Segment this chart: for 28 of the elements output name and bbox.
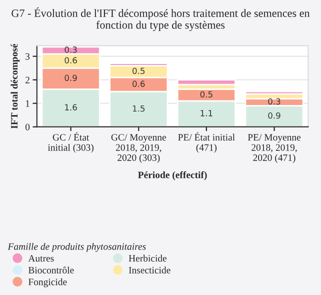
y-tick-label: 0 [25,124,30,130]
data-label: 0.6 [64,57,77,64]
data-label: 0.9 [64,74,77,82]
data-label: 0.5 [132,68,145,74]
data-label: 0.9 [268,112,280,119]
y-axis-title: IFT total décomposé [10,44,20,129]
x-tick-label: GC / État initial (303) [48,132,94,153]
x-tick-label: GC/ Moyenne 2018, 2019, 2020 (303) [111,134,166,163]
data-label: 0.3 [268,98,280,105]
data-label: 1.6 [65,104,77,110]
y-tick-label: 1 [26,100,30,107]
legend-title: Famille de produits phytosanitaires [8,242,146,252]
y-tick-label: 2 [26,76,30,84]
legend-label: Herbicide [128,254,167,262]
x-tick-label: PE/ Moyenne 2018, 2019, 2020 (471) [248,134,301,163]
legend-label: Biocontrôle [28,266,74,274]
legend-label: Fongicide [28,278,67,288]
legend-label: Insecticide [128,266,170,274]
x-axis-title: Période (effectif) [138,171,207,180]
data-label: 0.6 [132,80,145,87]
legend-label: Autres [28,255,54,262]
chart-title: G7 - Évolution de l'IFT décomposé hors traitement de semences en fonction du type de systèmes [12,7,310,32]
data-label: 0.3 [64,46,77,53]
data-label: 1.5 [132,105,145,112]
data-label: 1.1 [200,110,212,116]
y-tick-label: 3 [26,53,30,60]
data-label: 0.5 [200,91,212,98]
x-tick-label: PE/ État initial (471) [178,132,235,153]
